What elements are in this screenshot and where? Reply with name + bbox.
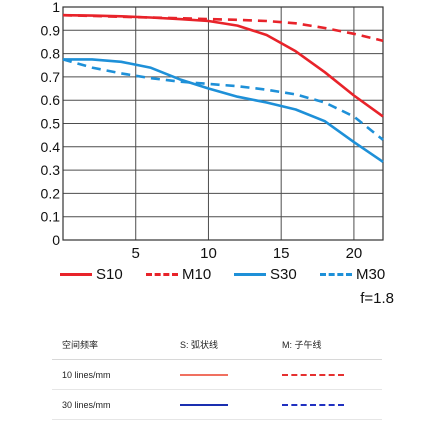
table-row: 30 lines/mm [52, 390, 382, 420]
y-tick-label: 1 [52, 0, 60, 15]
legend-swatch-m30 [320, 272, 352, 276]
y-tick-label: 0.7 [41, 69, 61, 85]
y-tick-label: 0.9 [41, 22, 61, 38]
x-tick-label: 20 [346, 245, 363, 262]
y-tick-label: 0.6 [41, 92, 61, 108]
x-tick-label: 15 [273, 245, 290, 262]
series-line-s30 [63, 58, 384, 163]
legend-label-s10: S10 [96, 265, 123, 283]
plot-frame [62, 6, 384, 241]
legend-item-s10: S10 [60, 263, 123, 285]
legend-label-m10: M10 [182, 265, 212, 283]
table-header-meridional: M: 子午线 [282, 340, 322, 350]
legend-item-m10: M10 [146, 263, 211, 285]
legend-swatch-m10 [146, 272, 178, 276]
x-tick-label: 10 [200, 245, 217, 262]
table-row: 10 lines/mm [52, 360, 382, 390]
series-line-m10 [62, 13, 384, 43]
legend-item-s30: S30 [234, 263, 297, 285]
y-tick-label: 0.1 [41, 209, 61, 225]
table-meridional-swatch-cell [282, 360, 344, 389]
table-header-sagittal: S: 弧状线 [180, 340, 219, 350]
aperture-label: f=1.8 [360, 290, 394, 307]
y-tick-label: 0.5 [41, 116, 61, 132]
table-row-label: 10 lines/mm [62, 369, 111, 380]
legend-item-m30: M30 [320, 263, 385, 285]
table-sagittal-swatch-cell [180, 360, 228, 389]
table-header-frequency: 空间频率 [62, 340, 99, 350]
mtf-chart: 00.10.20.30.40.50.60.70.80.915 10 15 20 [41, 0, 384, 262]
table-meridional-swatch-cell [282, 390, 344, 419]
legend-swatch-s30 [234, 272, 266, 276]
y-tick-label: 0.2 [41, 185, 61, 201]
y-tick-label: 0 [52, 232, 60, 248]
legend-table: 空间频率 S: 弧状线 M: 子午线 10 lines/mm 30 lines/… [52, 330, 382, 420]
meridional-line-30 [282, 403, 344, 406]
x-tick-label: 5 [132, 245, 140, 262]
chart-legend: S10 M10 S30 M30 [0, 263, 430, 285]
table-header-row: 空间频率 S: 弧状线 M: 子午线 [52, 330, 382, 360]
sagittal-line-10 [180, 373, 228, 376]
table-sagittal-swatch-cell [180, 390, 228, 419]
meridional-line-10 [282, 373, 344, 376]
legend-label-m30: M30 [356, 265, 386, 283]
y-tick-label: 0.8 [41, 46, 61, 62]
y-tick-label: 0.3 [41, 162, 61, 178]
y-tick-label: 0.4 [41, 139, 61, 155]
legend-swatch-s10 [60, 272, 92, 276]
series-line-m30 [62, 58, 384, 141]
legend-label-s30: S30 [270, 265, 297, 283]
sagittal-line-30 [180, 403, 228, 406]
table-row-label: 30 lines/mm [62, 399, 111, 410]
